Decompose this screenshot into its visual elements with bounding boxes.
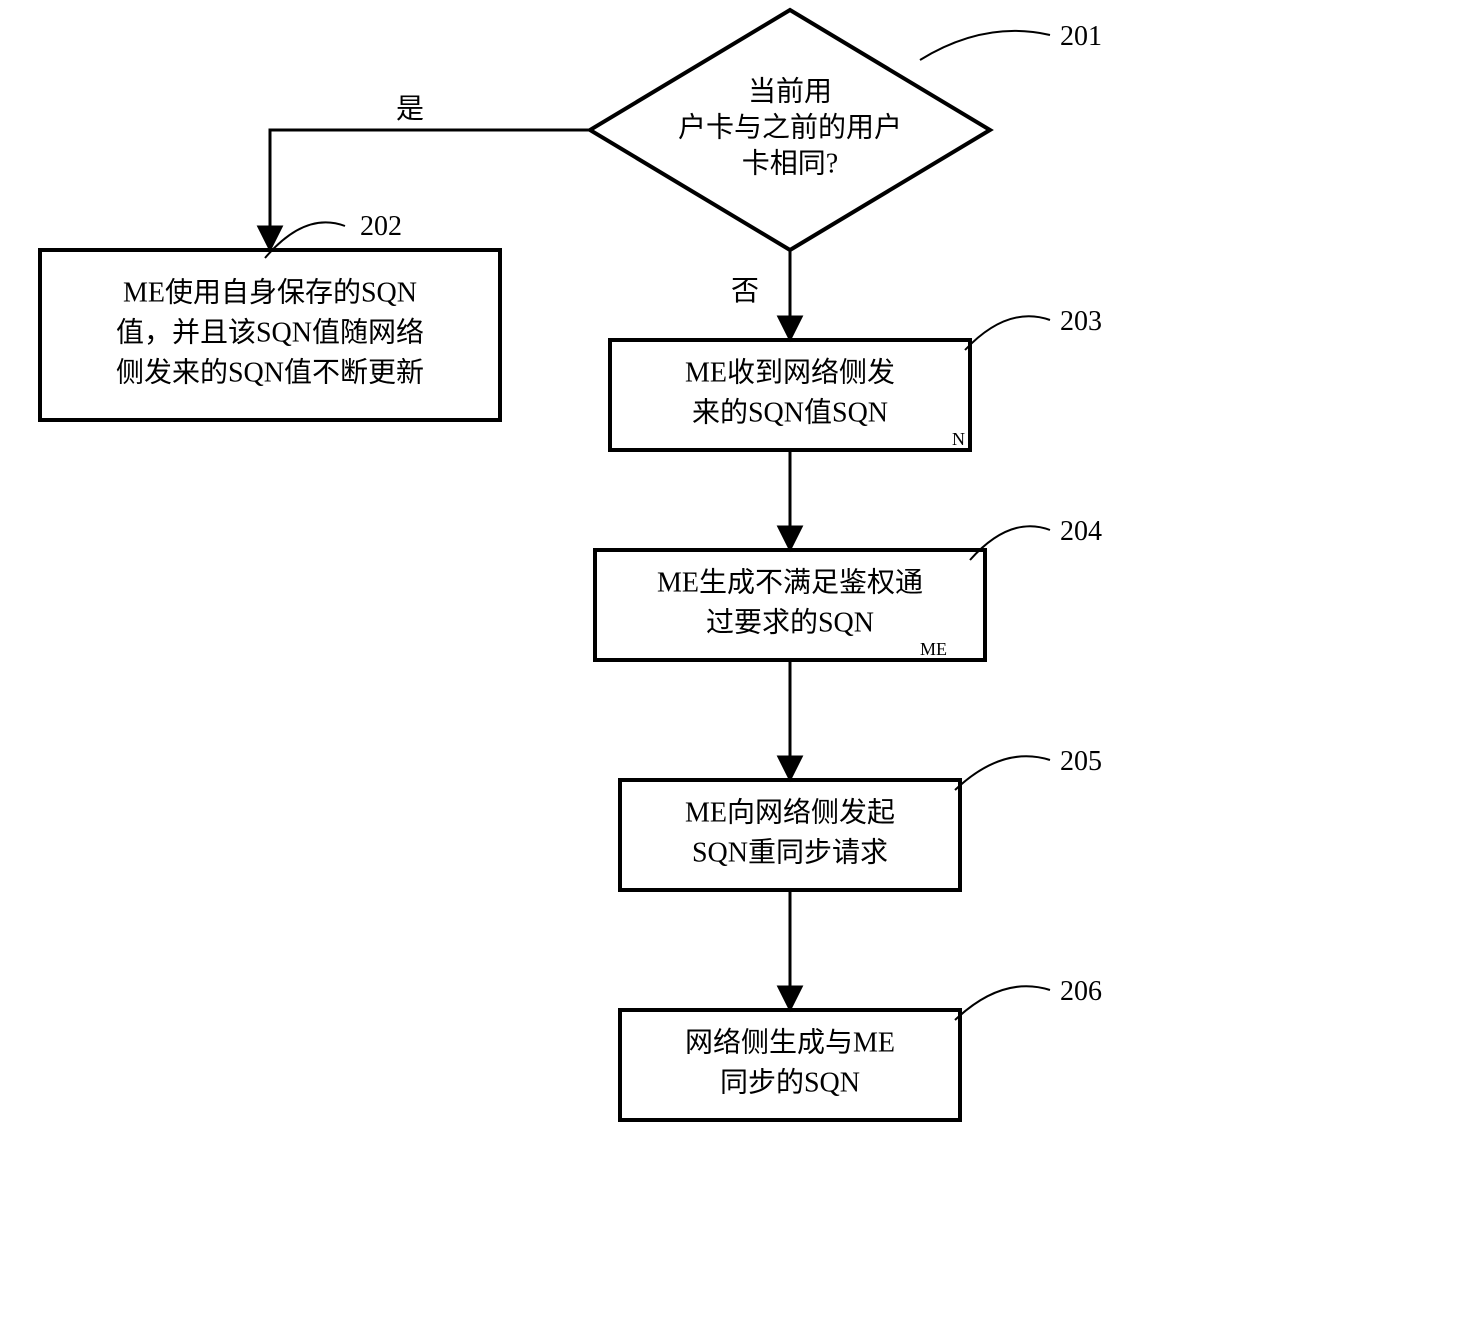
node-text-line: 同步的SQN (720, 1066, 860, 1098)
callout-label: 206 (1060, 976, 1102, 1007)
callout-label: 203 (1060, 306, 1102, 337)
node-text-line: ME收到网络侧发 (685, 356, 895, 388)
node-text-line: SQN重同步请求 (692, 836, 888, 868)
node-text-line: 来的SQN值SQN (692, 396, 888, 428)
node-text-line: ME使用自身保存的SQN (123, 276, 417, 308)
subscript: ME (920, 639, 947, 659)
subscript: N (952, 429, 965, 449)
callout-label: 204 (1060, 516, 1102, 547)
node-text-line: 当前用 (748, 75, 832, 107)
node-text-line: ME向网络侧发起 (685, 796, 895, 828)
node-text-line: 值，并且该SQN值随网络 (116, 316, 424, 348)
node-text-line: 过要求的SQN (706, 606, 874, 638)
node-text-line: 卡相同? (742, 147, 838, 179)
edge-label: 是 (396, 94, 424, 125)
node-text-line: 户卡与之前的用户 (678, 111, 902, 143)
callout-label: 201 (1060, 21, 1102, 52)
node-text-line: ME生成不满足鉴权通 (657, 566, 923, 598)
node-text-line: 侧发来的SQN值不断更新 (116, 356, 424, 388)
node-text-line: 网络侧生成与ME (685, 1026, 895, 1058)
callout-label: 202 (360, 211, 402, 242)
edge-label: 否 (731, 276, 759, 307)
callout-label: 205 (1060, 746, 1102, 777)
